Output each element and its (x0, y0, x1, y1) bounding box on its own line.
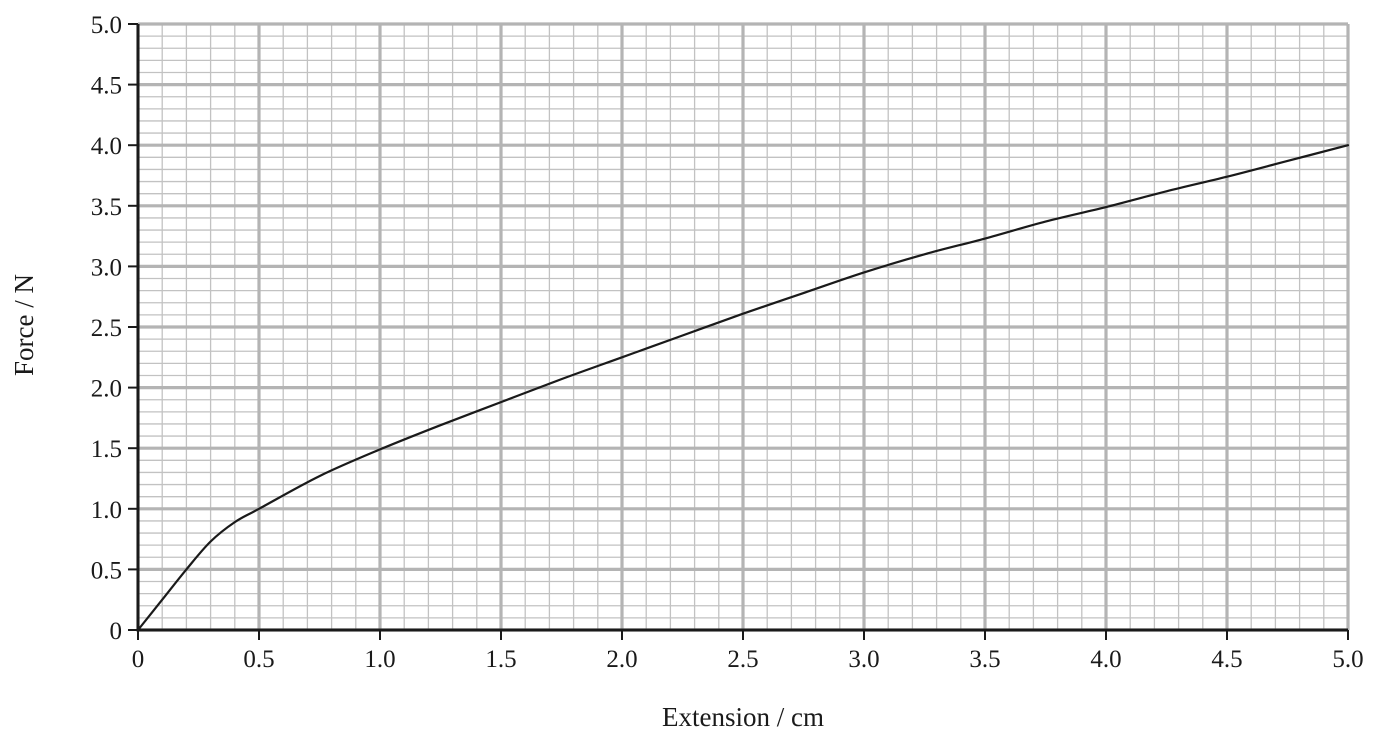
major-gridlines (136, 22, 1350, 632)
y-tick-label: 1.0 (91, 497, 122, 524)
y-axis-title: Force / N (9, 274, 39, 376)
x-tick-label: 4.5 (1211, 646, 1242, 673)
series-line-0 (136, 144, 1350, 632)
y-tick-label: 0.5 (91, 557, 122, 584)
x-axis-title: Extension / cm (662, 702, 824, 732)
axes (128, 23, 1349, 640)
x-tick-label: 3.5 (969, 646, 1000, 673)
y-tick-label: 3.0 (91, 254, 122, 281)
y-tick-label: 0 (110, 618, 123, 645)
x-tick-label: 1.5 (485, 646, 516, 673)
y-tick-label: 3.5 (91, 194, 122, 221)
y-tick-label: 5.0 (91, 12, 122, 39)
y-tick-label: 4.5 (91, 73, 122, 100)
x-tick-label: 5.0 (1332, 646, 1363, 673)
y-tick-label: 4.0 (91, 133, 122, 160)
y-tick-label: 1.5 (91, 436, 122, 463)
x-tick-label: 2.5 (727, 646, 758, 673)
x-tick-label: 3.0 (848, 646, 879, 673)
tick-labels: 0 0.5 1.0 1.5 2.0 2.5 3.0 3.5 4.0 4.5 5.0 0 0.5 1.0 1.… (91, 12, 1364, 673)
x-tick-label: 1.0 (364, 646, 395, 673)
x-tick-label: 2.0 (606, 646, 637, 673)
x-tick-label: 0 (132, 646, 145, 673)
x-tick-label: 4.0 (1090, 646, 1121, 673)
y-tick-label: 2.5 (91, 315, 122, 342)
y-tick-label: 2.0 (91, 376, 122, 403)
x-tick-label: 0.5 (243, 646, 274, 673)
series-layer (136, 144, 1350, 632)
